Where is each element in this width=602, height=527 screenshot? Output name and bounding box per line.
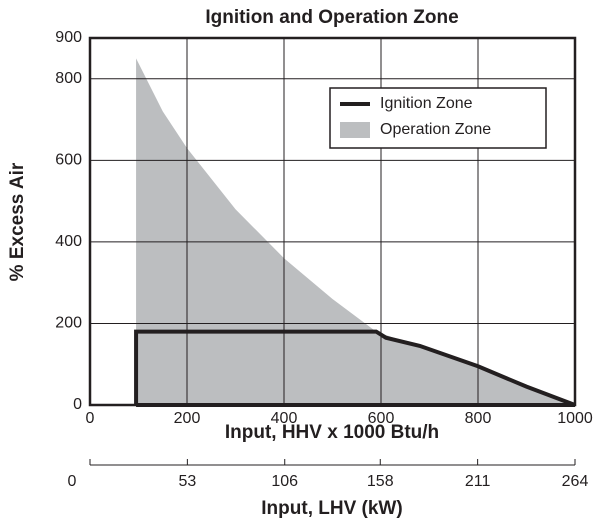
x-axis-label: Input, HHV x 1000 Btu/h — [225, 422, 439, 443]
x2-tick-label: 264 — [562, 473, 589, 490]
x-tick-label: 1000 — [557, 410, 593, 427]
y-tick-label: 900 — [55, 29, 82, 46]
y-tick-label: 0 — [73, 396, 82, 413]
x2-tick-label: 211 — [465, 473, 491, 490]
x-tick-label: 200 — [174, 410, 201, 427]
chart-title: Ignition and Operation Zone — [205, 7, 458, 28]
x2-axis-label: Input, LHV (kW) — [261, 498, 402, 519]
x-tick-label: 600 — [368, 410, 395, 427]
y-axis-label: % Excess Air — [7, 162, 28, 281]
x2-tick-label: 106 — [271, 473, 298, 490]
ignition-line — [134, 329, 576, 407]
x-tick-label: 800 — [465, 410, 492, 427]
y-tick-label: 200 — [55, 315, 82, 332]
x2-tick-label: 0 — [68, 473, 77, 490]
operation-area — [136, 58, 575, 406]
x-tick-label: 400 — [271, 410, 298, 427]
y-tick-label: 400 — [55, 233, 82, 250]
legend-label: Ignition Zone — [380, 95, 473, 112]
x2-tick-label: 53 — [178, 473, 196, 490]
legend-swatch — [340, 122, 370, 138]
x2-tick-label: 158 — [367, 473, 394, 490]
legend-label: Operation Zone — [380, 121, 491, 138]
y-tick-label: 800 — [55, 70, 82, 87]
y-tick-label: 600 — [55, 152, 82, 169]
plot-frame — [88, 36, 577, 407]
x-tick-label: 0 — [86, 410, 95, 427]
